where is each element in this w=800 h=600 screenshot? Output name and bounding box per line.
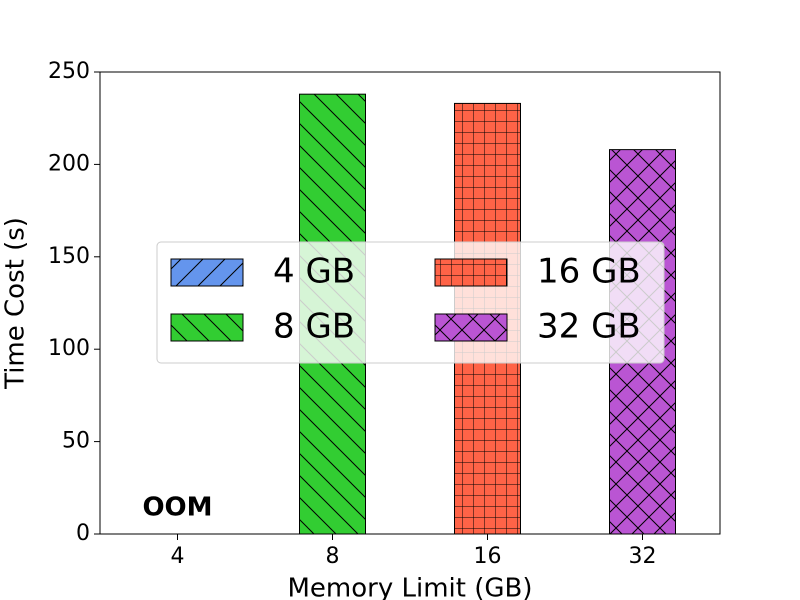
annotation: OOM bbox=[142, 493, 212, 523]
legend-label: 32 GB bbox=[537, 307, 641, 347]
legend-box bbox=[156, 241, 665, 364]
legend-label: 4 GB bbox=[273, 252, 355, 292]
y-tick-label: 250 bbox=[48, 59, 90, 84]
y-tick-label: 100 bbox=[48, 336, 90, 361]
y-tick-label: 50 bbox=[62, 429, 90, 454]
y-axis-label: Time Cost (s) bbox=[1, 217, 31, 390]
legend-swatch bbox=[170, 313, 244, 342]
x-tick-label: 8 bbox=[326, 544, 340, 569]
legend-swatch bbox=[170, 258, 244, 287]
y-tick-label: 200 bbox=[48, 151, 90, 176]
x-axis-label: Memory Limit (GB) bbox=[288, 574, 533, 600]
plot-frame bbox=[99, 71, 721, 535]
x-tick-label: 32 bbox=[629, 544, 657, 569]
legend-swatch bbox=[434, 313, 508, 342]
legend-label: 8 GB bbox=[273, 307, 355, 347]
legend-label: 16 GB bbox=[537, 252, 641, 292]
y-tick-label: 0 bbox=[76, 521, 90, 546]
x-tick-label: 4 bbox=[171, 544, 185, 569]
legend-swatch bbox=[434, 258, 508, 287]
y-tick-label: 150 bbox=[48, 244, 90, 269]
x-tick-label: 16 bbox=[474, 544, 502, 569]
